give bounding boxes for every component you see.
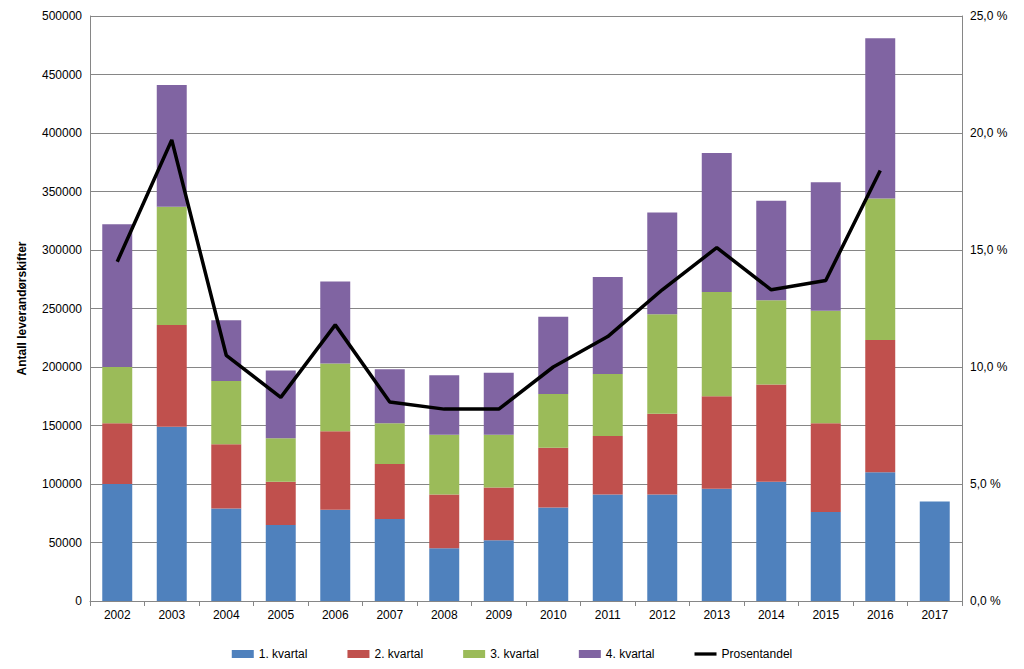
svg-text:2006: 2006 (322, 608, 349, 622)
svg-text:400000: 400000 (42, 126, 82, 140)
svg-text:200000: 200000 (42, 360, 82, 374)
svg-text:150000: 150000 (42, 419, 82, 433)
svg-text:2012: 2012 (649, 608, 676, 622)
svg-text:2011: 2011 (595, 608, 621, 622)
svg-text:500000: 500000 (42, 9, 82, 23)
svg-text:2. kvartal: 2. kvartal (374, 647, 423, 661)
svg-text:5,0 %: 5,0 % (970, 477, 1001, 491)
svg-text:0: 0 (75, 594, 82, 608)
svg-text:50000: 50000 (49, 536, 83, 550)
svg-text:2009: 2009 (485, 608, 512, 622)
svg-text:15,0 %: 15,0 % (970, 243, 1008, 257)
svg-text:2002: 2002 (104, 608, 131, 622)
svg-text:350000: 350000 (42, 185, 82, 199)
svg-text:2005: 2005 (267, 608, 294, 622)
svg-text:4. kvartal: 4. kvartal (606, 647, 655, 661)
svg-text:2017: 2017 (921, 608, 948, 622)
svg-text:2007: 2007 (376, 608, 403, 622)
svg-text:1. kvartal: 1. kvartal (259, 647, 308, 661)
svg-text:2004: 2004 (213, 608, 240, 622)
svg-text:2013: 2013 (703, 608, 730, 622)
svg-text:300000: 300000 (42, 243, 82, 257)
svg-text:0,0 %: 0,0 % (970, 594, 1001, 608)
svg-text:2008: 2008 (431, 608, 458, 622)
svg-text:250000: 250000 (42, 302, 82, 316)
svg-text:100000: 100000 (42, 477, 82, 491)
svg-text:2015: 2015 (812, 608, 839, 622)
svg-text:Antall leverandørskifter: Antall leverandørskifter (15, 241, 29, 375)
svg-text:Prosentandel: Prosentandel (722, 647, 793, 661)
svg-text:3. kvartal: 3. kvartal (490, 647, 539, 661)
svg-text:2014: 2014 (758, 608, 785, 622)
svg-text:2010: 2010 (540, 608, 567, 622)
svg-text:20,0 %: 20,0 % (970, 126, 1008, 140)
svg-text:25,0 %: 25,0 % (970, 9, 1008, 23)
svg-text:450000: 450000 (42, 68, 82, 82)
svg-text:2016: 2016 (867, 608, 894, 622)
svg-text:2003: 2003 (158, 608, 185, 622)
svg-text:10,0 %: 10,0 % (970, 360, 1008, 374)
